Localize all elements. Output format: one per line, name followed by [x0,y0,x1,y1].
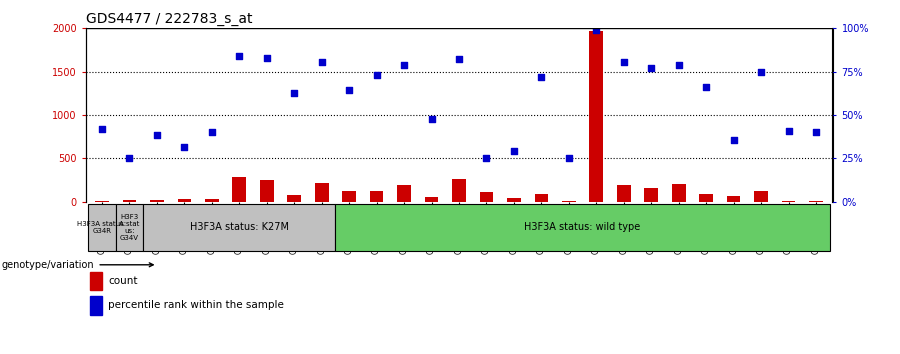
Bar [590,31,603,202]
FancyBboxPatch shape [88,204,116,251]
Text: percentile rank within the sample: percentile rank within the sample [108,300,284,310]
Point [452,56,466,62]
Bar [616,185,631,202]
Point [369,72,383,78]
Point [480,156,494,161]
Point [287,91,302,96]
Bar [507,198,521,202]
Bar [90,272,102,290]
Point [535,74,549,80]
Point [122,155,137,160]
FancyBboxPatch shape [143,204,336,251]
Text: H3F3A status:
G34R: H3F3A status: G34R [77,221,127,234]
Bar [90,296,102,315]
Text: GDS4477 / 222783_s_at: GDS4477 / 222783_s_at [86,12,252,26]
Point [149,132,164,138]
Point [507,148,521,153]
Point [699,85,714,90]
Point [781,128,796,133]
Point [232,53,247,59]
Point [616,59,631,65]
FancyBboxPatch shape [336,204,830,251]
Text: H3F3A status: wild type: H3F3A status: wild type [525,222,641,233]
Bar [287,195,302,202]
Bar [535,194,548,202]
Point [754,69,769,75]
Bar [480,192,493,202]
Point [671,62,686,68]
Bar [644,188,658,202]
Bar [699,194,713,202]
Bar [727,196,741,202]
Bar [754,190,768,202]
Point [397,62,411,68]
Bar [315,183,328,202]
Text: genotype/variation: genotype/variation [2,260,153,270]
Bar [205,199,219,202]
Point [726,137,741,143]
Text: count: count [108,276,138,286]
Bar [177,199,191,202]
Text: H3F3
A stat
us:
G34V: H3F3 A stat us: G34V [120,214,140,241]
Point [644,65,659,71]
Text: H3F3A status: K27M: H3F3A status: K27M [190,222,289,233]
Point [342,87,356,93]
Bar [122,200,136,202]
Point [562,156,576,161]
Point [590,27,604,33]
Point [177,144,192,150]
Bar [260,180,274,202]
Bar [809,201,823,202]
Bar [232,177,247,202]
Bar [150,200,164,202]
Bar [671,184,686,202]
Point [314,59,328,65]
Point [424,116,438,121]
Bar [425,197,438,202]
Bar [342,192,356,202]
Point [259,55,274,61]
Bar [397,185,411,202]
Bar [370,190,383,202]
Bar [562,201,576,202]
Point [809,130,824,135]
Point [94,126,109,132]
Bar [452,179,466,202]
Bar [782,201,796,202]
FancyBboxPatch shape [116,204,143,251]
Point [204,129,219,135]
Bar [95,201,109,202]
